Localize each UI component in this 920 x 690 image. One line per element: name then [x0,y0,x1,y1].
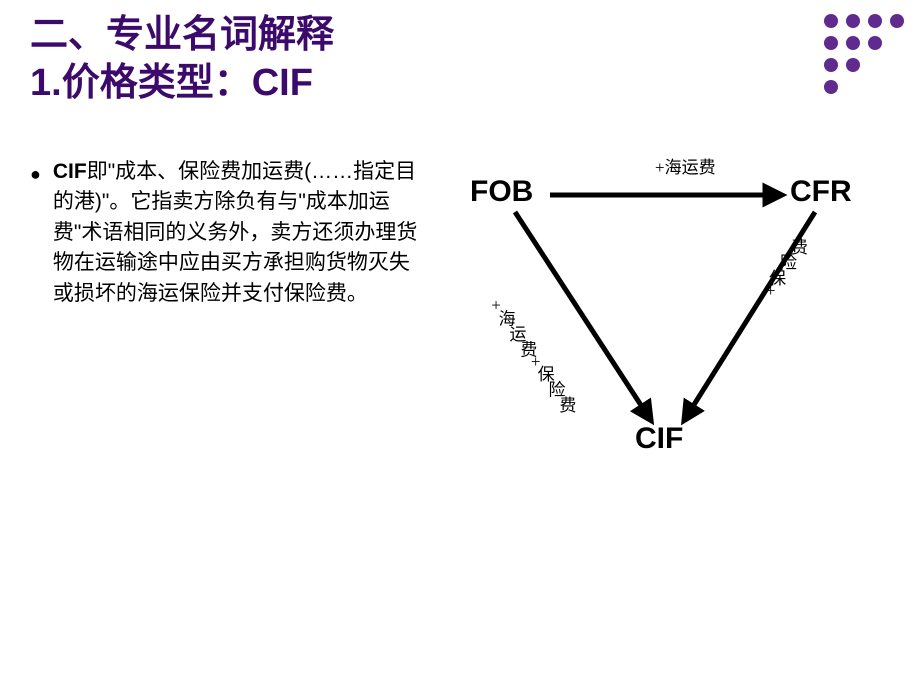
content-row: ● CIF即"成本、保险费加运费(……指定目的港)"。它指卖方除负有与"成本加运… [0,107,920,477]
body-bold-prefix: CIF [53,160,87,183]
node-cif: CIF [635,422,683,456]
title-line-1: 二、专业名词解释 [30,12,920,60]
node-fob: FOB [470,175,533,209]
title-line-2: 1.价格类型：CIF [30,60,920,108]
slide-header: 二、专业名词解释 1.价格类型：CIF [0,0,920,107]
bullet-icon: ● [30,157,41,477]
body-paragraph: CIF即"成本、保险费加运费(……指定目的港)"。它指卖方除负有与"成本加运费"… [53,157,430,477]
body-text-block: ● CIF即"成本、保险费加运费(……指定目的港)"。它指卖方除负有与"成本加运… [30,157,430,477]
corner-dots-decoration [824,14,906,96]
triangle-diagram: FOB CFR CIF +海运费 +海运费+保险费 +保险费 [450,157,890,477]
body-rest: 即"成本、保险费加运费(……指定目的港)"。它指卖方除负有与"成本加运费"术语相… [53,160,417,305]
edge-fob-cif [515,212,650,419]
label-fob-cfr: +海运费 [655,153,716,178]
node-cfr: CFR [790,175,852,209]
